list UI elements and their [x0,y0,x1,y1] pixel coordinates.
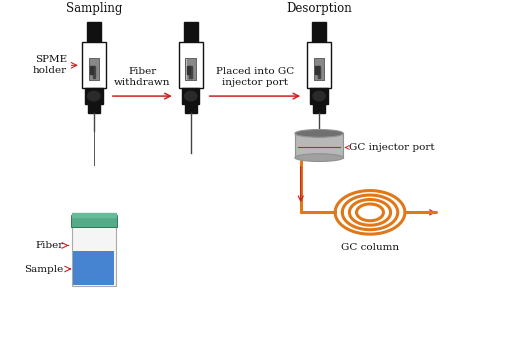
Text: Desorption: Desorption [286,2,352,15]
Text: GC injector port: GC injector port [349,143,435,152]
Bar [89,58,99,80]
Bar [182,88,199,104]
Bar [185,58,196,80]
Bar [70,215,117,227]
Bar [307,42,331,88]
Bar [187,59,195,79]
Bar [313,104,325,113]
Ellipse shape [295,130,343,137]
Bar [184,22,197,42]
Ellipse shape [88,91,100,101]
Bar [315,59,323,79]
Bar [318,66,321,79]
Text: GC column: GC column [341,243,399,252]
Bar [187,66,191,74]
Bar [90,66,93,74]
Ellipse shape [295,154,343,162]
Text: Sampling: Sampling [66,2,122,15]
Bar [179,42,203,88]
Text: Fiber: Fiber [35,241,64,250]
Bar [311,88,328,104]
Bar [72,213,116,217]
Text: Placed into GC
injector port: Placed into GC injector port [216,67,294,87]
Text: Fiber
withdrawn: Fiber withdrawn [114,67,171,87]
Bar [315,66,319,74]
Ellipse shape [185,91,197,101]
Text: SPME
holder: SPME holder [33,55,67,75]
Ellipse shape [313,91,325,101]
Bar [295,133,343,158]
Bar [82,42,106,88]
Bar [85,88,102,104]
Text: Sample: Sample [25,265,64,273]
Bar [88,104,100,113]
Bar [90,59,98,79]
Bar [92,66,95,79]
Bar [74,251,114,285]
Bar [312,22,326,42]
Bar [72,221,116,286]
Bar [189,66,192,79]
Bar [185,104,197,113]
Bar [314,58,325,80]
Bar [87,22,101,42]
